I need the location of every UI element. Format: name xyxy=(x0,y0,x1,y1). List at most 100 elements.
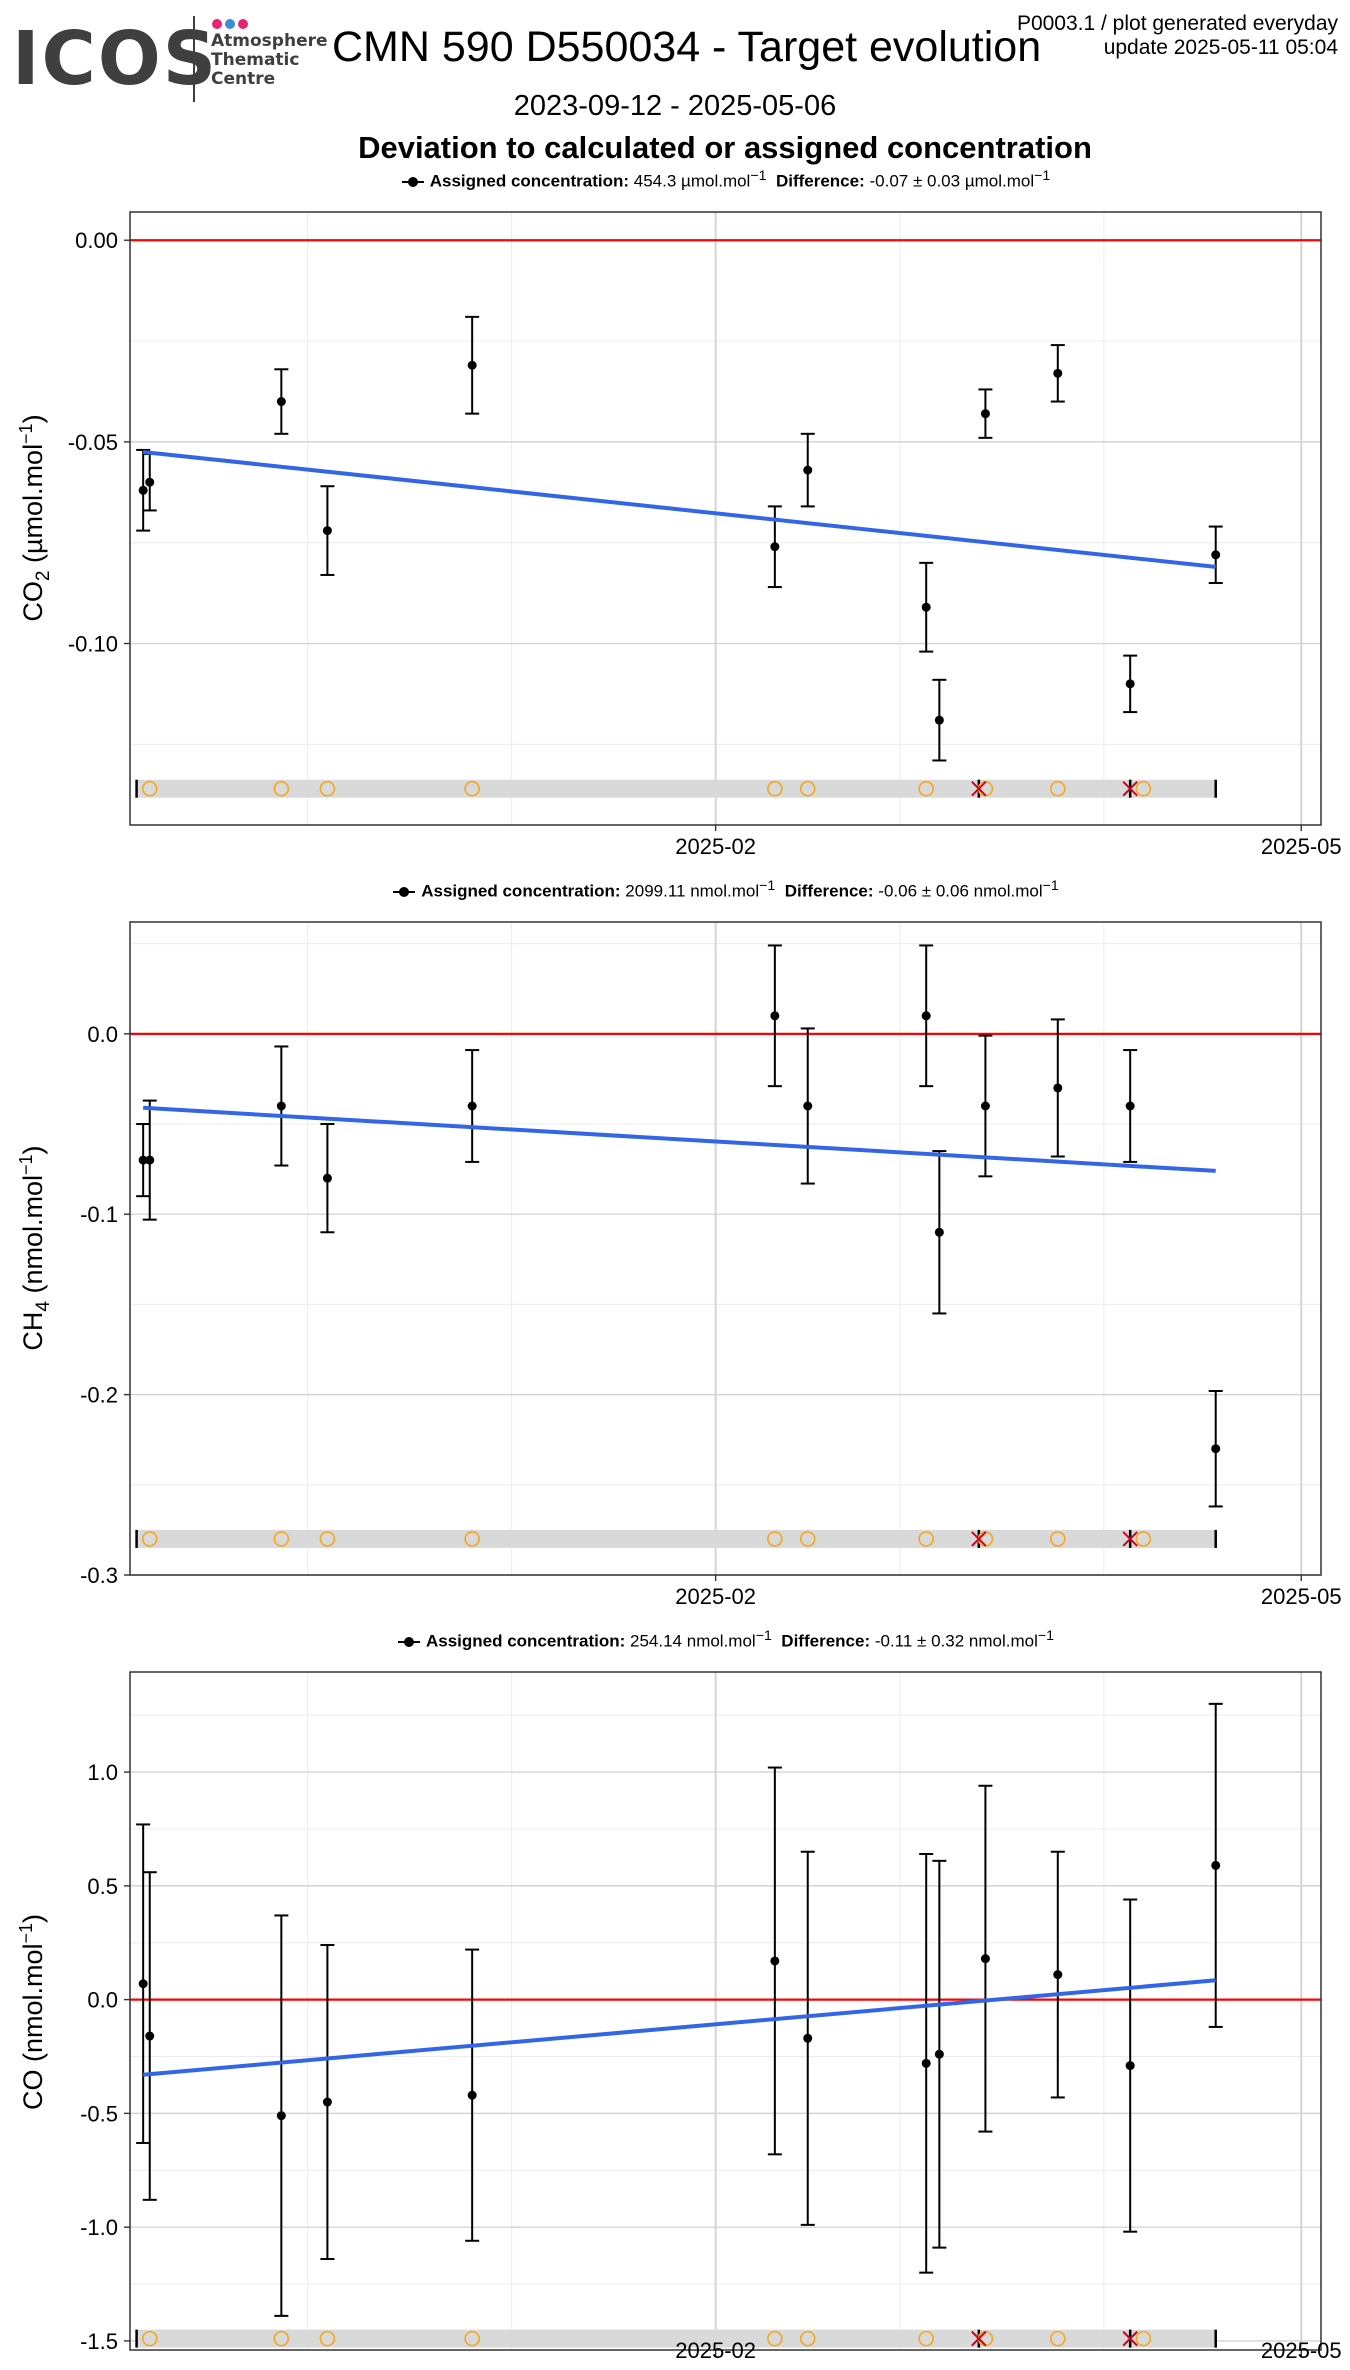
y-axis-label: CO2 (µmol.mol−1) xyxy=(16,414,54,621)
panel-border xyxy=(129,921,1322,1576)
y-axis-label-unit: (µmol.mol xyxy=(18,444,48,571)
y-axis-label-exp: −1 xyxy=(16,423,36,444)
logo-separator xyxy=(193,16,195,102)
trend-line xyxy=(142,1978,1216,2077)
flag-cross xyxy=(1122,780,1138,797)
data-point xyxy=(770,1956,780,1966)
data-point xyxy=(467,360,477,370)
legend-co: Assigned concentration: 254.14 nmol.mol−… xyxy=(0,1626,1350,1652)
legend-co2: Assigned concentration: 454.3 µmol.mol−1… xyxy=(0,166,1350,192)
y-axis-label-close: ) xyxy=(18,414,48,423)
data-point xyxy=(145,1155,155,1165)
data-point xyxy=(770,1011,780,1021)
flag-cross xyxy=(971,780,987,797)
data-point xyxy=(1125,1101,1135,1111)
data-point xyxy=(803,465,813,475)
date-range: 2023-09-12 - 2025-05-06 xyxy=(513,90,837,122)
y-tick-label: 0.0 xyxy=(87,1022,118,1047)
y-axis-label-close: ) xyxy=(18,1914,48,1923)
meta-update: update 2025-05-11 05:04 xyxy=(1103,36,1338,59)
data-point xyxy=(322,526,332,536)
flag-circle xyxy=(767,780,783,797)
flag-cross xyxy=(971,1531,987,1547)
flag-circle xyxy=(464,1531,480,1547)
flag-cross xyxy=(971,2330,987,2347)
flag-circle xyxy=(319,2330,336,2347)
flag-circle xyxy=(918,780,934,797)
flag-strip xyxy=(136,2329,1216,2348)
y-axis-label-unit: (nmol.mol xyxy=(18,1175,48,1301)
flag-circle xyxy=(799,780,816,797)
data-point xyxy=(980,409,990,419)
y-axis-label-main: CO xyxy=(18,581,48,622)
data-point xyxy=(803,2033,813,2043)
legend-marker-icon xyxy=(400,176,426,188)
data-point xyxy=(138,485,148,495)
data-point xyxy=(467,1101,477,1111)
flag-circle xyxy=(1049,1531,1066,1547)
y-axis-label-exp: −1 xyxy=(16,1154,36,1175)
flag-circle xyxy=(799,1531,816,1547)
flag-circle xyxy=(464,780,480,797)
data-point xyxy=(980,1101,990,1111)
data-point xyxy=(921,602,931,612)
y-tick-label: 0.00 xyxy=(75,228,118,253)
data-point xyxy=(1211,1860,1221,1870)
flag-circle xyxy=(767,1531,783,1547)
data-point xyxy=(138,1979,148,1989)
panel-border xyxy=(129,211,1322,826)
y-tick-label: -0.05 xyxy=(68,430,118,455)
logo-subtitle: Atmosphere Thematic Centre xyxy=(211,31,328,89)
logo-dots-icon xyxy=(212,16,251,29)
data-point xyxy=(1211,550,1221,560)
flag-strip xyxy=(136,1529,1216,1548)
legend-marker-icon xyxy=(396,1636,422,1648)
data-point xyxy=(1053,1970,1063,1980)
data-point xyxy=(276,1101,286,1111)
chart-ch4: 0.0 -0.1 -0.2 -0.3 2025-02 2025-05 CH4 (nmol.m… xyxy=(16,921,1342,1609)
y-axis-label-main: CO xyxy=(18,2070,48,2111)
header: ICOS Atmosphere Thematic Centre CMN 590 … xyxy=(0,0,1350,180)
data-point xyxy=(934,1227,944,1237)
data-point xyxy=(322,1173,332,1183)
data-point xyxy=(145,2031,155,2041)
flag-circle xyxy=(273,1531,290,1547)
x-tick-label: 2025-05 xyxy=(1261,2338,1342,2363)
flag-strip xyxy=(136,779,1216,798)
plot-area xyxy=(130,1702,1321,2348)
data-point xyxy=(980,1954,990,1964)
legend-marker-icon xyxy=(391,886,417,898)
data-point xyxy=(276,2111,286,2121)
y-tick-label: -0.2 xyxy=(80,1383,118,1408)
data-point xyxy=(1211,1444,1221,1454)
y-axis-label-unit: (nmol.mol xyxy=(18,1944,48,2070)
trend-line xyxy=(143,1105,1216,1173)
plot-area xyxy=(130,944,1321,1548)
flag-circle xyxy=(1049,2330,1066,2347)
y-axis-label-close: ) xyxy=(18,1145,48,1154)
flag-circle xyxy=(799,2330,816,2347)
flag-circle xyxy=(1135,1531,1152,1547)
data-point xyxy=(1125,679,1135,689)
y-tick-label: -0.10 xyxy=(68,632,118,657)
panel-border xyxy=(129,1671,1322,2351)
data-point xyxy=(770,542,780,552)
y-axis-label: CO (nmol.mol−1) xyxy=(16,1914,48,2110)
page-title: CMN 590 D550034 - Target evolution xyxy=(332,23,1042,71)
flag-circle xyxy=(1135,2330,1152,2347)
y-tick-label: -0.5 xyxy=(80,2101,118,2126)
flag-circle xyxy=(141,1531,158,1547)
x-tick-label: 2025-02 xyxy=(675,834,756,859)
data-point xyxy=(322,2097,332,2107)
data-point xyxy=(1053,368,1063,378)
flag-circle xyxy=(918,2330,934,2347)
data-point xyxy=(138,1155,148,1165)
y-tick-label: 0.5 xyxy=(87,1874,118,1899)
x-tick-label: 2025-02 xyxy=(675,1584,756,1609)
x-tick-label: 2025-05 xyxy=(1261,1584,1342,1609)
x-tick-label: 2025-05 xyxy=(1261,834,1342,859)
flag-circle xyxy=(1135,780,1152,797)
legend-ch4: Assigned concentration: 2099.11 nmol.mol… xyxy=(0,876,1350,902)
y-axis-label-sub: 2 xyxy=(33,571,54,582)
